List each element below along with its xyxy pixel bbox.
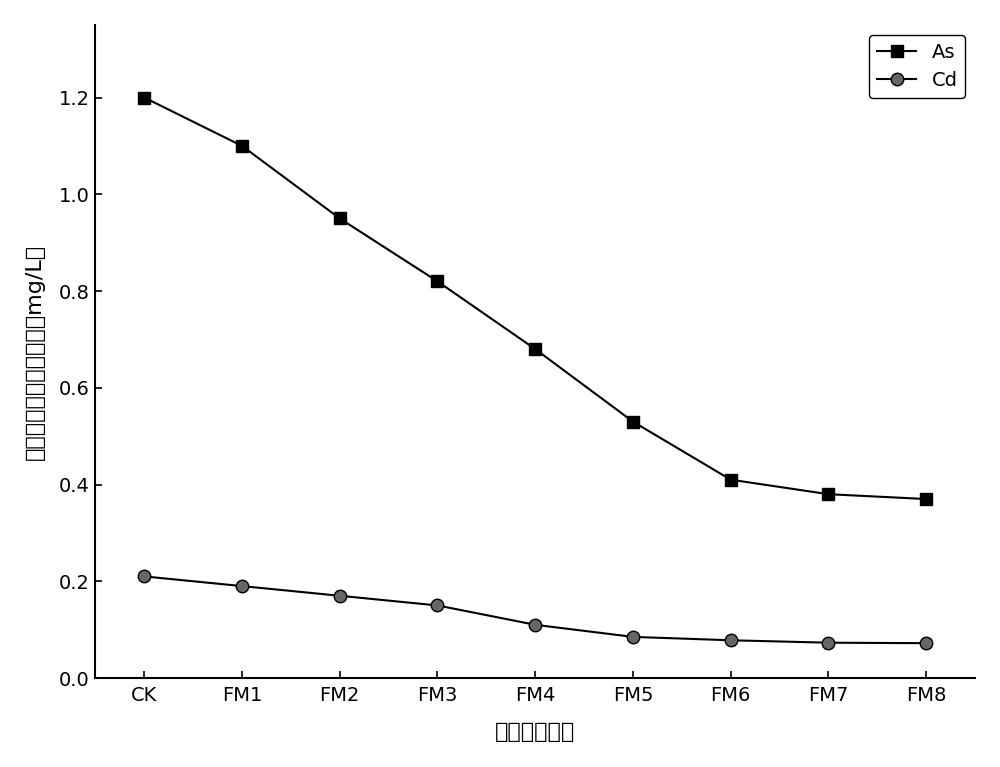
Cd bbox=[431, 601, 443, 610]
As bbox=[627, 417, 639, 426]
As bbox=[725, 475, 737, 484]
As bbox=[822, 489, 834, 499]
As bbox=[431, 277, 443, 286]
Y-axis label: 土壤水浸出重金属溶度（mg/L）: 土壤水浸出重金属溶度（mg/L） bbox=[25, 243, 45, 459]
Cd bbox=[529, 621, 541, 630]
Cd bbox=[627, 632, 639, 641]
Cd bbox=[334, 591, 346, 601]
X-axis label: 药剂添加比例: 药剂添加比例 bbox=[495, 722, 575, 742]
As bbox=[334, 214, 346, 223]
Legend: As, Cd: As, Cd bbox=[869, 35, 965, 98]
Line: As: As bbox=[139, 92, 932, 505]
Cd bbox=[725, 636, 737, 645]
Line: Cd: Cd bbox=[138, 570, 932, 650]
Cd bbox=[138, 572, 150, 581]
As bbox=[236, 141, 248, 150]
As bbox=[529, 344, 541, 354]
As bbox=[138, 93, 150, 102]
As bbox=[920, 495, 932, 504]
Cd bbox=[920, 639, 932, 648]
Cd bbox=[236, 581, 248, 591]
Cd bbox=[822, 638, 834, 647]
